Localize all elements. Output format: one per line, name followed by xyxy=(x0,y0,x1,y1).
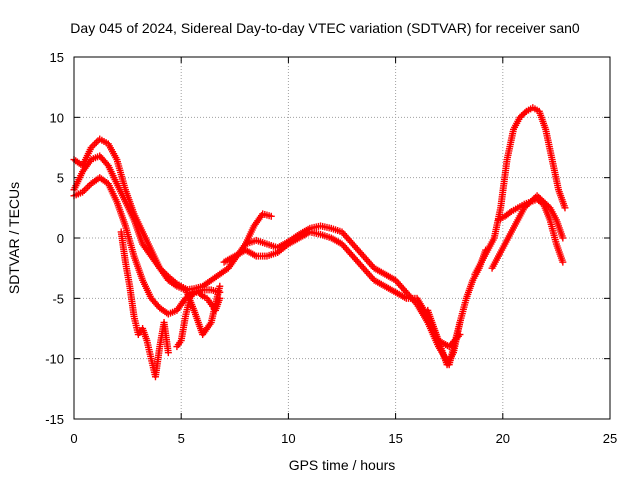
x-tick-label: 25 xyxy=(603,431,617,446)
data-point-plus xyxy=(267,212,275,220)
series-track-d xyxy=(117,228,172,381)
data-point-plus xyxy=(216,282,224,290)
data-point-plus xyxy=(482,246,490,254)
y-tick-label: 0 xyxy=(57,231,64,246)
series-track-c xyxy=(70,174,224,318)
series-track-j xyxy=(495,195,567,266)
data-point-plus xyxy=(559,234,567,242)
data-point-plus xyxy=(197,291,205,299)
x-tick-label: 20 xyxy=(496,431,510,446)
data-point-plus xyxy=(506,209,514,217)
data-point-plus xyxy=(82,185,90,193)
y-tick-label: -10 xyxy=(45,352,64,367)
data-point-plus xyxy=(164,349,172,357)
data-point-plus xyxy=(521,109,529,117)
data-point-plus xyxy=(216,294,224,302)
y-tick-label: 15 xyxy=(50,50,64,65)
x-axis-label: GPS time / hours xyxy=(289,457,396,473)
series-track-f xyxy=(220,228,464,351)
chart-title: Day 045 of 2024, Sidereal Day-to-day VTE… xyxy=(70,20,580,36)
x-tick-label: 5 xyxy=(178,431,185,446)
y-tick-label: 5 xyxy=(57,171,64,186)
x-tick-label: 15 xyxy=(388,431,402,446)
data-point-plus xyxy=(91,140,99,148)
series-track-e xyxy=(173,288,224,351)
series-track-g xyxy=(242,222,464,369)
data-point-plus xyxy=(103,160,111,168)
plot-frame xyxy=(73,56,611,420)
y-tick-label: -5 xyxy=(52,291,64,306)
x-tick-label: 10 xyxy=(281,431,295,446)
y-axis-label: SDTVAR / TECUs xyxy=(6,182,22,294)
data-points xyxy=(70,104,569,381)
data-point-plus xyxy=(216,288,224,296)
y-tick-label: 10 xyxy=(50,110,64,125)
data-point-plus xyxy=(561,204,569,212)
axis-ticks: 0 5 10 15 20 25 -15 -10 -5 0 5 10 15 xyxy=(45,50,617,446)
series-track-k xyxy=(424,246,490,369)
y-tick-label: -15 xyxy=(45,412,64,427)
x-tick-label: 0 xyxy=(70,431,77,446)
data-point-plus xyxy=(84,183,92,191)
grid-lines xyxy=(74,57,610,419)
data-point-plus xyxy=(559,258,567,266)
